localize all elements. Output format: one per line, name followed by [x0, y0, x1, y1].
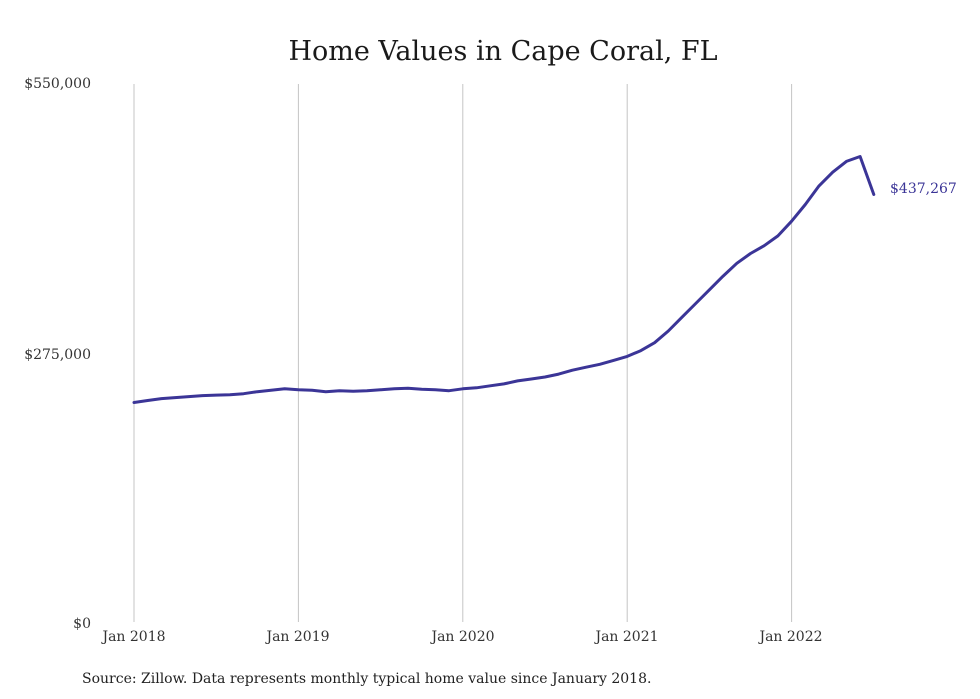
end-value-label: $437,267 — [890, 181, 957, 197]
chart-title: Home Values in Cape Coral, FL — [288, 36, 717, 67]
y-tick-label-0: $0 — [73, 616, 91, 632]
x-tick-label-jan-2019: Jan 2019 — [264, 629, 329, 645]
y-tick-label-550000: $550,000 — [24, 76, 91, 92]
gridlines — [133, 84, 793, 622]
x-tick-label-jan-2021: Jan 2021 — [593, 629, 658, 645]
x-tick-label-jan-2022: Jan 2022 — [757, 629, 822, 645]
x-tick-label-jan-2020: Jan 2020 — [429, 629, 494, 645]
y-tick-label-275000: $275,000 — [24, 347, 91, 363]
series-line — [132, 155, 876, 404]
source-note: Source: Zillow. Data represents monthly … — [82, 671, 651, 687]
x-tick-label-jan-2018: Jan 2018 — [100, 629, 165, 645]
